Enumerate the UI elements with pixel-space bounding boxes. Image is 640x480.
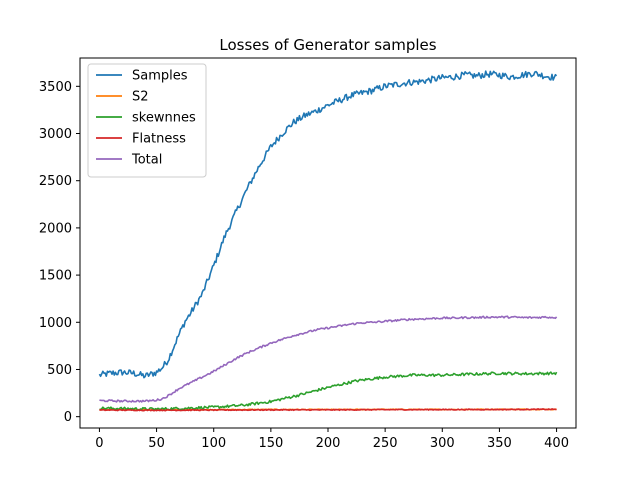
series-line-skewnnes bbox=[99, 371, 558, 412]
y-tick-label: 0 bbox=[64, 410, 72, 425]
legend bbox=[87, 63, 207, 178]
x-tick-label: 300 bbox=[430, 436, 455, 451]
x-tick-label: 200 bbox=[316, 436, 341, 451]
x-tick-label: 250 bbox=[373, 436, 398, 451]
series-line-samples bbox=[98, 70, 558, 379]
y-tick-label: 500 bbox=[47, 363, 72, 378]
x-tick-label: 400 bbox=[544, 436, 569, 451]
y-tick-label: 1500 bbox=[39, 269, 72, 284]
series-line-total bbox=[99, 315, 558, 403]
y-tick-label: 3000 bbox=[39, 127, 72, 142]
x-tick-label: 100 bbox=[201, 436, 226, 451]
y-tick-label: 3500 bbox=[39, 80, 72, 95]
x-tick-label: 0 bbox=[95, 436, 103, 451]
plot-area: 0 50 100 150 200 250 300 350 400 0 500 1000 1500 2000… bbox=[39, 57, 577, 451]
y-tick-label: 2000 bbox=[39, 221, 72, 236]
legend-label-flatness: Flatness bbox=[132, 132, 186, 147]
y-tick-label: 1000 bbox=[39, 316, 72, 331]
x-tick-label: 350 bbox=[487, 436, 512, 451]
x-tick-label: 150 bbox=[258, 436, 283, 451]
legend-label-skewnnes: skewnnes bbox=[132, 111, 196, 126]
legend-label-total: Total bbox=[131, 153, 162, 168]
legend-label-samples: Samples bbox=[132, 69, 188, 84]
x-tick-label: 50 bbox=[148, 436, 165, 451]
chart-title: Losses of Generator samples bbox=[219, 36, 436, 54]
series-line-flatness bbox=[99, 408, 557, 412]
y-tick-label: 2500 bbox=[39, 174, 72, 189]
legend-label-s2: S2 bbox=[132, 90, 149, 105]
